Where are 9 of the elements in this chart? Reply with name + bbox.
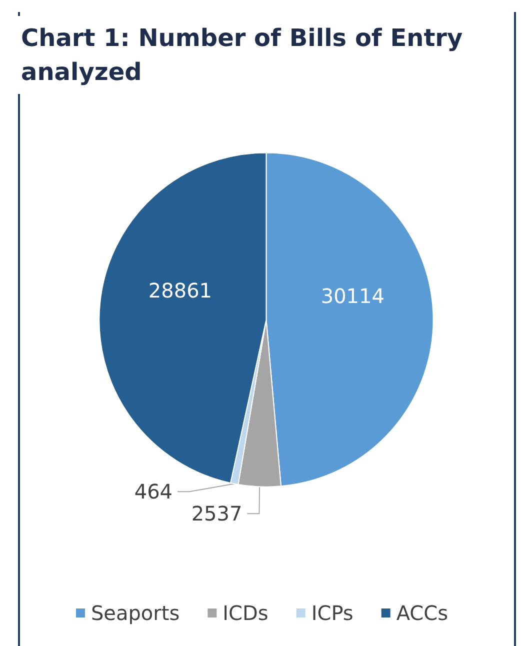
data-label: 30114: [320, 284, 384, 308]
data-label: 2537: [191, 502, 242, 526]
data-label: 464: [134, 480, 173, 504]
data-label: 28861: [148, 278, 212, 302]
legend-label: ICDs: [222, 601, 268, 625]
legend-label: ICPs: [311, 601, 354, 625]
chart-title: Chart 1: Number of Bills of Entry analyzed: [21, 24, 472, 86]
legend-label: ACCs: [396, 601, 448, 625]
legend-label: Seaports: [90, 601, 180, 625]
